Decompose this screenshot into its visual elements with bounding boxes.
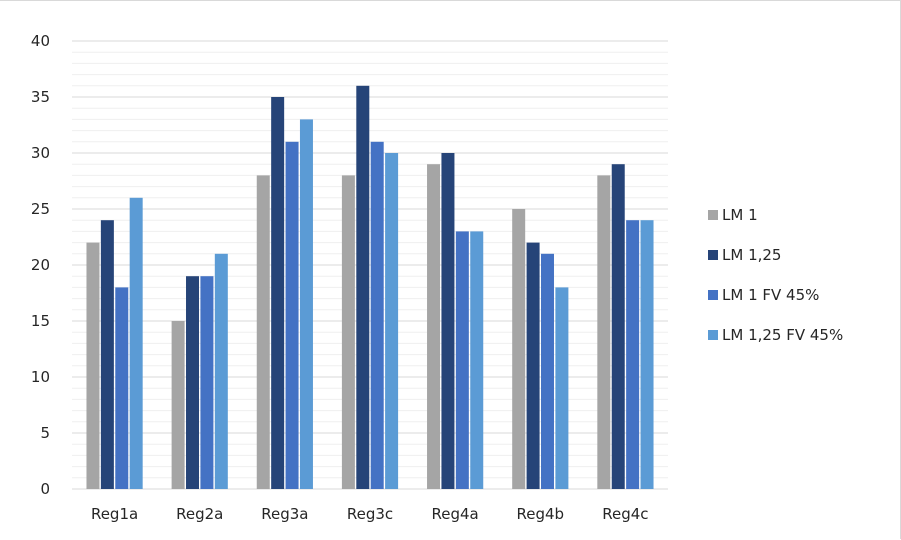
bar-reg3a-series-4 [299, 119, 313, 490]
bar-reg4c-series-3 [626, 220, 640, 489]
legend: LM 1 LM 1,25 LM 1 FV 45% LM 1,25 FV 45% [708, 206, 843, 344]
legend-swatch [708, 330, 718, 340]
bar-reg4c-series-2 [611, 164, 625, 489]
y-tick-label: 0 [40, 480, 50, 498]
bar-reg4b-series-1 [512, 209, 526, 489]
y-tick-label: 15 [31, 312, 50, 330]
legend-label: LM 1,25 FV 45% [722, 326, 843, 344]
gridlines [72, 40, 668, 479]
legend-item: LM 1 FV 45% [708, 286, 819, 304]
x-tick-label: Reg1a [91, 505, 138, 523]
bar-reg1a-series-1 [86, 242, 100, 489]
bar-reg4c-series-4 [640, 220, 654, 489]
bar-reg2a-series-1 [171, 321, 185, 489]
x-tick-label: Reg4c [602, 505, 648, 523]
bar-reg2a-series-4 [214, 253, 228, 489]
x-tick-label: Reg4b [516, 505, 564, 523]
legend-swatch [708, 250, 718, 260]
y-tick-label: 35 [31, 88, 50, 106]
bar-reg3c-series-3 [370, 141, 384, 490]
bar-reg3a-series-1 [256, 175, 270, 489]
bar-reg3a-series-3 [285, 141, 299, 490]
y-tick-label: 5 [40, 424, 50, 442]
legend-swatch [708, 210, 718, 220]
legend-item: LM 1,25 [708, 246, 781, 264]
y-tick-label: 30 [31, 144, 50, 162]
bar-reg1a-series-4 [129, 197, 143, 490]
y-tick-label: 20 [31, 256, 50, 274]
y-tick-label: 10 [31, 368, 50, 386]
legend-label: LM 1 [722, 206, 758, 224]
legend-item: LM 1 [708, 206, 758, 224]
bar-reg4a-series-4 [470, 231, 484, 489]
bar-reg4a-series-3 [455, 231, 469, 489]
x-tick-label: Reg4a [432, 505, 479, 523]
x-tick-label: Reg3a [261, 505, 308, 523]
bar-reg4a-series-1 [427, 164, 441, 489]
bar-reg4a-series-2 [441, 153, 455, 489]
legend-label: LM 1,25 [722, 246, 781, 264]
legend-swatch [708, 290, 718, 300]
bar-reg3c-series-4 [385, 153, 399, 489]
y-tick-label: 40 [31, 32, 50, 50]
bar-reg4c-series-1 [597, 175, 611, 489]
bar-reg2a-series-3 [200, 276, 214, 489]
legend-item: LM 1,25 FV 45% [708, 326, 843, 344]
x-tick-label: Reg3c [347, 505, 393, 523]
x-tick-label: Reg2a [176, 505, 223, 523]
bar-reg4b-series-4 [555, 287, 569, 489]
bar-reg2a-series-2 [186, 276, 200, 489]
bars [86, 85, 654, 490]
y-tick-label: 25 [31, 200, 50, 218]
bar-reg1a-series-3 [115, 287, 129, 489]
bar-reg3c-series-2 [356, 85, 370, 490]
bar-reg4b-series-3 [540, 253, 554, 489]
legend-label: LM 1 FV 45% [722, 286, 819, 304]
axes: 0 5 10 15 20 25 30 35 40 Reg1a Reg2a Reg3a Reg3c Reg4… [31, 32, 668, 523]
bar-reg1a-series-2 [100, 220, 114, 489]
bar-reg3a-series-2 [271, 97, 285, 489]
bar-reg3c-series-1 [341, 175, 355, 489]
bar-reg4b-series-2 [526, 242, 540, 489]
